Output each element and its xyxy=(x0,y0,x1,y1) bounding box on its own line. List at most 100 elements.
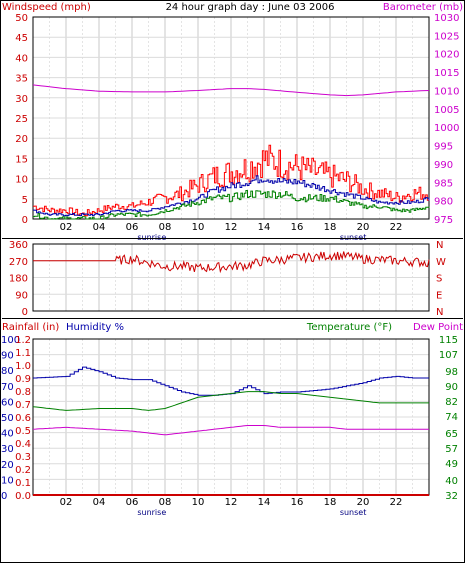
panel-separator xyxy=(2,238,463,239)
x-tick-label: 14 xyxy=(258,497,271,508)
windspeed-axis-label: Windspeed (mph) xyxy=(2,2,91,13)
wind-series-line xyxy=(33,190,430,220)
humidity-tick-label: 80 xyxy=(1,366,14,377)
humidity-tick-label: 70 xyxy=(1,382,14,393)
baro-tick-label: 980 xyxy=(434,197,453,208)
rain-tick-label: 0.7 xyxy=(15,400,31,411)
direction-panel-plot-border xyxy=(32,243,430,312)
sunrise-marker: sunrise xyxy=(137,508,166,517)
barometer-series-line xyxy=(32,84,430,97)
wind-tick-label: 25 xyxy=(15,114,28,125)
wind-tick-label: 10 xyxy=(15,175,28,186)
compass-tick-label: N xyxy=(436,240,443,251)
direction-tick-label: 360 xyxy=(9,240,28,251)
rain-tick-label: 0.1 xyxy=(15,478,31,489)
humidity-tick-label: 10 xyxy=(1,475,14,486)
compass-tick-label: W xyxy=(436,257,446,268)
temperature-tick-label: 90 xyxy=(445,382,458,393)
avg-wind-series-line xyxy=(33,175,430,217)
baro-tick-label: 1030 xyxy=(434,13,459,24)
baro-tick-label: 990 xyxy=(434,160,453,171)
temperature-tick-label: 49 xyxy=(445,459,458,470)
temperature-tick-label: 40 xyxy=(445,476,458,487)
rain-tick-label: 0.2 xyxy=(15,465,31,476)
rain-tick-label: 0.5 xyxy=(15,426,31,437)
x-tick-label: 20 xyxy=(357,497,370,508)
dewpoint-series-line xyxy=(32,425,429,436)
x-tick-label: 18 xyxy=(324,497,337,508)
rainfall-axis-label: Rainfall (in) xyxy=(2,322,59,333)
wind-tick-label: 40 xyxy=(15,53,28,64)
wind-tick-label: 30 xyxy=(15,94,28,105)
x-tick-label: 22 xyxy=(390,497,403,508)
x-tick-label: 10 xyxy=(192,497,205,508)
baro-tick-label: 985 xyxy=(434,178,453,189)
x-tick-label: 04 xyxy=(93,222,106,233)
gust-series-line xyxy=(33,144,430,217)
x-tick-label: 16 xyxy=(291,497,304,508)
rain-tick-label: 0.6 xyxy=(15,413,31,424)
x-tick-label: 12 xyxy=(225,222,238,233)
temperature-tick-label: 74 xyxy=(445,412,458,423)
temperature-tick-label: 107 xyxy=(439,350,458,361)
rain-tick-label: 0.4 xyxy=(15,439,31,450)
wind-tick-label: 0 xyxy=(22,215,28,226)
x-tick-label: 02 xyxy=(60,497,73,508)
humidity-tick-label: 60 xyxy=(1,397,14,408)
wind-tick-label: 15 xyxy=(15,154,28,165)
wind-panel-plot-border xyxy=(32,16,430,220)
humidity-tick-label: 30 xyxy=(1,444,14,455)
x-tick-label: 12 xyxy=(225,497,238,508)
wind-tick-label: 5 xyxy=(22,195,28,206)
temperature-series-line xyxy=(32,391,429,411)
humidity-tick-label: 90 xyxy=(1,351,14,362)
x-tick-label: 10 xyxy=(192,222,205,233)
baro-tick-label: 1000 xyxy=(434,123,459,134)
x-tick-label: 02 xyxy=(60,222,73,233)
humidity-tick-label: 0 xyxy=(1,491,7,502)
x-tick-label: 20 xyxy=(357,222,370,233)
rain-tick-label: 0.0 xyxy=(15,491,31,502)
compass-tick-label: S xyxy=(436,274,442,285)
dewpoint-axis-label: Dew Point xyxy=(413,322,463,333)
wind-tick-label: 35 xyxy=(15,74,28,85)
wind-tick-label: 45 xyxy=(15,33,28,44)
baro-tick-label: 1020 xyxy=(434,50,459,61)
humidity-tick-label: 50 xyxy=(1,413,14,424)
rain-tick-label: 0.3 xyxy=(15,452,31,463)
direction-tick-label: 180 xyxy=(9,274,28,285)
x-tick-label: 08 xyxy=(159,497,172,508)
wind-tick-label: 50 xyxy=(15,13,28,24)
rain-tick-label: 1.1 xyxy=(15,348,31,359)
x-tick-label: 18 xyxy=(324,222,337,233)
humidity-axis-label: Humidity % xyxy=(66,322,124,333)
barometer-axis-label: Barometer (mb) xyxy=(383,2,463,13)
humidity-tick-label: 20 xyxy=(1,460,14,471)
baro-tick-label: 1015 xyxy=(434,68,459,79)
baro-tick-label: 1005 xyxy=(434,105,459,116)
rain-tick-label: 1.0 xyxy=(15,361,31,372)
x-tick-label: 14 xyxy=(258,222,271,233)
x-tick-label: 04 xyxy=(93,497,106,508)
sunrise-marker: sunrise xyxy=(137,233,166,242)
temperature-tick-label: 32 xyxy=(445,491,458,502)
x-tick-label: 22 xyxy=(390,222,403,233)
temperature-axis-label: Temperature (°F) xyxy=(306,322,392,333)
x-tick-label: 06 xyxy=(126,222,139,233)
rain-tick-label: 1.2 xyxy=(15,335,31,346)
sunset-marker: sunset xyxy=(340,233,367,242)
x-tick-label: 06 xyxy=(126,497,139,508)
direction-tick-label: 270 xyxy=(9,257,28,268)
baro-tick-label: 1025 xyxy=(434,31,459,42)
humidity-tick-label: 40 xyxy=(1,429,14,440)
temperature-tick-label: 115 xyxy=(439,335,458,346)
humidity-tick-label: 100 xyxy=(1,335,20,346)
compass-tick-label: N xyxy=(436,307,443,318)
temperature-tick-label: 65 xyxy=(445,429,458,440)
wind-tick-label: 20 xyxy=(15,134,28,145)
sunset-marker: sunset xyxy=(340,508,367,517)
baro-tick-label: 975 xyxy=(434,215,453,226)
chart-title: 24 hour graph day : June 03 2006 xyxy=(166,2,335,13)
panel-separator xyxy=(2,318,463,319)
